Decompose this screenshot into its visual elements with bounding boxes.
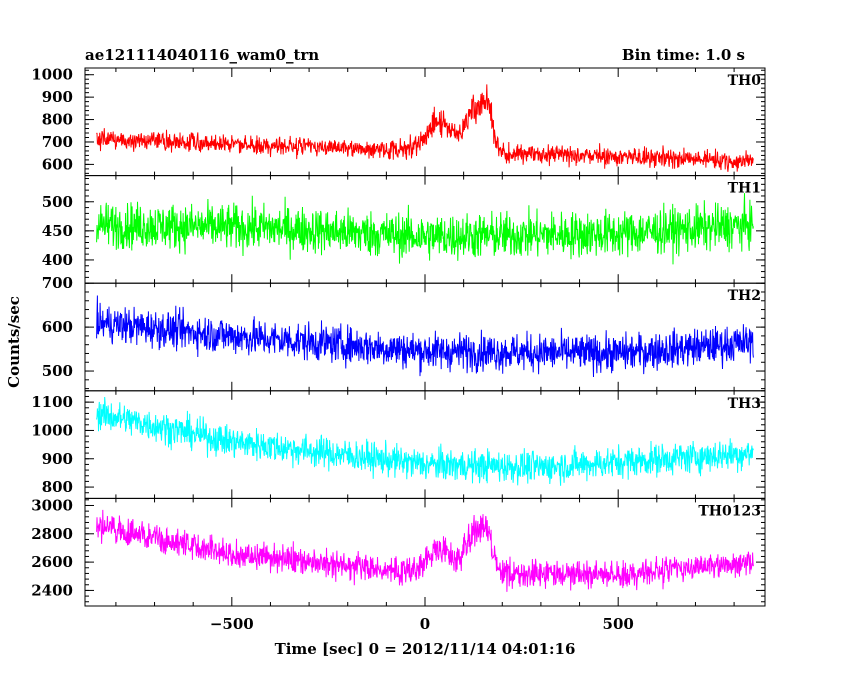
y-axis-title: Counts/sec: [5, 296, 23, 388]
x-tick-label: −500: [210, 615, 254, 633]
series-line-th2: [96, 295, 754, 378]
panel-frame: [84, 67, 766, 177]
y-tick-label: 2800: [31, 525, 73, 543]
y-tick-label: 2400: [31, 581, 73, 599]
y-tick-label: 450: [42, 222, 73, 240]
series-line-th0123: [96, 509, 754, 592]
panels-group: 600 700 800 900 1000 TH0 400 450 500 TH1 500 600 700…: [31, 66, 766, 607]
panel-label-th0: TH0: [728, 73, 762, 89]
chart-title: ae121114040116_wam0_trn: [85, 46, 319, 64]
bin-time-label: Bin time: 1.0 s: [622, 46, 745, 64]
panel-th1: 400 450 500 TH1: [42, 175, 766, 284]
series-line-th1: [96, 193, 754, 265]
panel-label-th3: TH3: [728, 396, 761, 412]
y-tick-label: 600: [42, 318, 73, 336]
y-tick-label: 700: [42, 274, 73, 292]
y-tick-label: 900: [42, 88, 73, 106]
panel-th3: 800 900 1000 1100 TH3: [31, 390, 766, 499]
panel-frame: [84, 497, 766, 607]
y-tick-label: 1100: [31, 393, 73, 411]
y-tick-label: 500: [42, 362, 73, 380]
panel-th2: 500 600 700 TH2: [42, 274, 766, 392]
x-axis: −500 0 500: [210, 615, 634, 633]
y-tick-label: 800: [42, 111, 73, 129]
y-tick-label: 1000: [31, 421, 73, 439]
series-line-th0: [96, 84, 754, 172]
y-tick-label: 600: [42, 155, 73, 173]
panel-label-th0123: TH0123: [698, 503, 761, 519]
y-tick-label: 800: [42, 478, 73, 496]
panel-frame: [84, 282, 766, 392]
y-tick-label: 1000: [31, 66, 73, 84]
series-line-th3: [96, 396, 754, 486]
panel-th0: 600 700 800 900 1000 TH0: [31, 66, 766, 177]
y-tick-label: 700: [42, 133, 73, 151]
y-tick-label: 500: [42, 193, 73, 211]
y-tick-label: 2600: [31, 553, 73, 571]
y-tick-label: 900: [42, 450, 73, 468]
panel-th0123: 2400 2600 2800 3000 TH0123: [31, 496, 766, 607]
panel-label-th2: TH2: [728, 288, 761, 304]
y-tick-label: 400: [42, 251, 73, 269]
panel-label-th1: TH1: [728, 181, 761, 197]
y-tick-label: 3000: [31, 496, 73, 514]
panel-frame: [84, 390, 766, 499]
x-tick-label: 0: [420, 615, 430, 633]
x-axis-title: Time [sec] 0 = 2012/11/14 04:01:16: [275, 640, 576, 658]
x-tick-label: 500: [603, 615, 634, 633]
